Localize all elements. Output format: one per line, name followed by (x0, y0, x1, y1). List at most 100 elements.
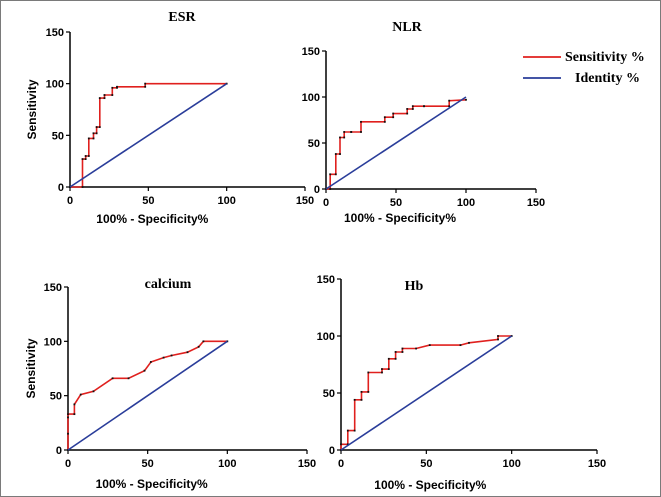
y-tick-label: 50 (50, 391, 62, 403)
roc-point (360, 390, 363, 393)
chart-nlr: 00 50 50 100 100 150 150 NLR 100% - Specificity% (302, 20, 546, 225)
roc-point (468, 341, 470, 344)
roc-point (343, 136, 346, 139)
roc-point (448, 105, 451, 108)
roc-point (411, 108, 414, 110)
y-tick-label: 100 (44, 336, 62, 348)
roc-point (67, 416, 69, 419)
roc-point (116, 86, 118, 89)
chart-title: ESR (168, 10, 196, 25)
roc-point (334, 173, 337, 176)
roc-point (383, 120, 386, 123)
roc-point (95, 126, 98, 128)
roc-point (111, 86, 114, 89)
roc-point (334, 153, 337, 155)
roc-point (98, 126, 101, 128)
x-tick-label: 0 (65, 458, 71, 470)
roc-point (73, 403, 76, 406)
roc-point (394, 357, 397, 360)
identity-line (340, 335, 513, 451)
chart-title: Hb (405, 279, 424, 294)
roc-point (143, 369, 146, 372)
roc-point (353, 429, 356, 432)
roc-point (111, 94, 114, 96)
roc-point (162, 356, 165, 359)
roc-point (202, 340, 205, 343)
x-tick-label: 150 (527, 197, 545, 209)
roc-point (387, 368, 390, 370)
roc-point (197, 345, 200, 348)
x-axis-label: 100% - Specificity% (96, 212, 208, 226)
roc-point (144, 82, 147, 85)
roc-point (95, 132, 98, 135)
x-tick-label: 0 (338, 458, 344, 470)
x-tick-label: 50 (142, 195, 154, 207)
roc-point (127, 377, 130, 380)
roc-point (353, 398, 356, 401)
roc-point (406, 112, 409, 115)
roc-point (346, 443, 349, 446)
x-axis-label: 100% - Specificity% (344, 211, 456, 225)
x-tick-label: 100 (218, 458, 236, 470)
y-tick-label: 50 (308, 138, 320, 150)
roc-point (81, 186, 84, 188)
y-tick-label: 0 (329, 445, 335, 457)
y-tick-label: 50 (52, 130, 64, 142)
roc-point (343, 131, 346, 133)
roc-point (87, 155, 90, 157)
roc-point (465, 98, 467, 101)
x-tick-label: 100 (217, 195, 235, 207)
chart-calcium: 00 50 50 100 100 150 150 calcium 100% - Specific… (24, 277, 316, 491)
y-tick-label: 150 (44, 282, 62, 294)
chart-title: NLR (392, 20, 422, 35)
roc-point (381, 371, 383, 374)
roc-point (360, 131, 362, 133)
roc-point (186, 351, 189, 354)
roc-point (340, 443, 342, 446)
y-tick-label: 0 (56, 445, 62, 457)
y-tick-label: 100 (317, 331, 335, 343)
roc-point (67, 413, 69, 416)
roc-point (84, 158, 87, 160)
roc-point (401, 351, 404, 353)
y-tick-label: 50 (323, 388, 335, 400)
roc-point (103, 97, 106, 100)
roc-point (170, 354, 173, 357)
roc-point (339, 153, 341, 155)
identity-line (67, 340, 228, 451)
chart-title: calcium (145, 277, 192, 292)
roc-point (497, 335, 499, 337)
y-tick-label: 0 (314, 184, 320, 196)
y-axis-label: Sensitivity (25, 79, 39, 139)
roc-point (67, 432, 69, 435)
roc-point (92, 390, 95, 393)
roc-point (116, 85, 118, 88)
roc-point (81, 158, 84, 160)
x-tick-label: 150 (296, 195, 314, 207)
roc-point (92, 137, 95, 140)
roc-point (459, 344, 462, 347)
roc-point (92, 132, 95, 135)
roc-point (226, 340, 229, 343)
x-tick-label: 0 (323, 197, 329, 209)
roc-point (497, 338, 499, 341)
roc-point (73, 413, 76, 416)
x-tick-label: 0 (67, 195, 73, 207)
roc-point (387, 357, 390, 360)
roc-point (346, 429, 349, 432)
identity-line (325, 96, 467, 190)
x-tick-label: 50 (142, 458, 154, 470)
roc-point (103, 94, 106, 96)
y-axis-label: Sensitivity (24, 338, 38, 398)
roc-point (448, 99, 451, 102)
y-tick-label: 100 (302, 92, 320, 104)
roc-point (360, 120, 362, 123)
identity-line (69, 83, 228, 188)
roc-point (149, 361, 152, 363)
roc-point (350, 131, 353, 133)
roc-point (144, 85, 147, 88)
x-tick-label: 100 (457, 197, 475, 209)
roc-point (84, 155, 87, 157)
